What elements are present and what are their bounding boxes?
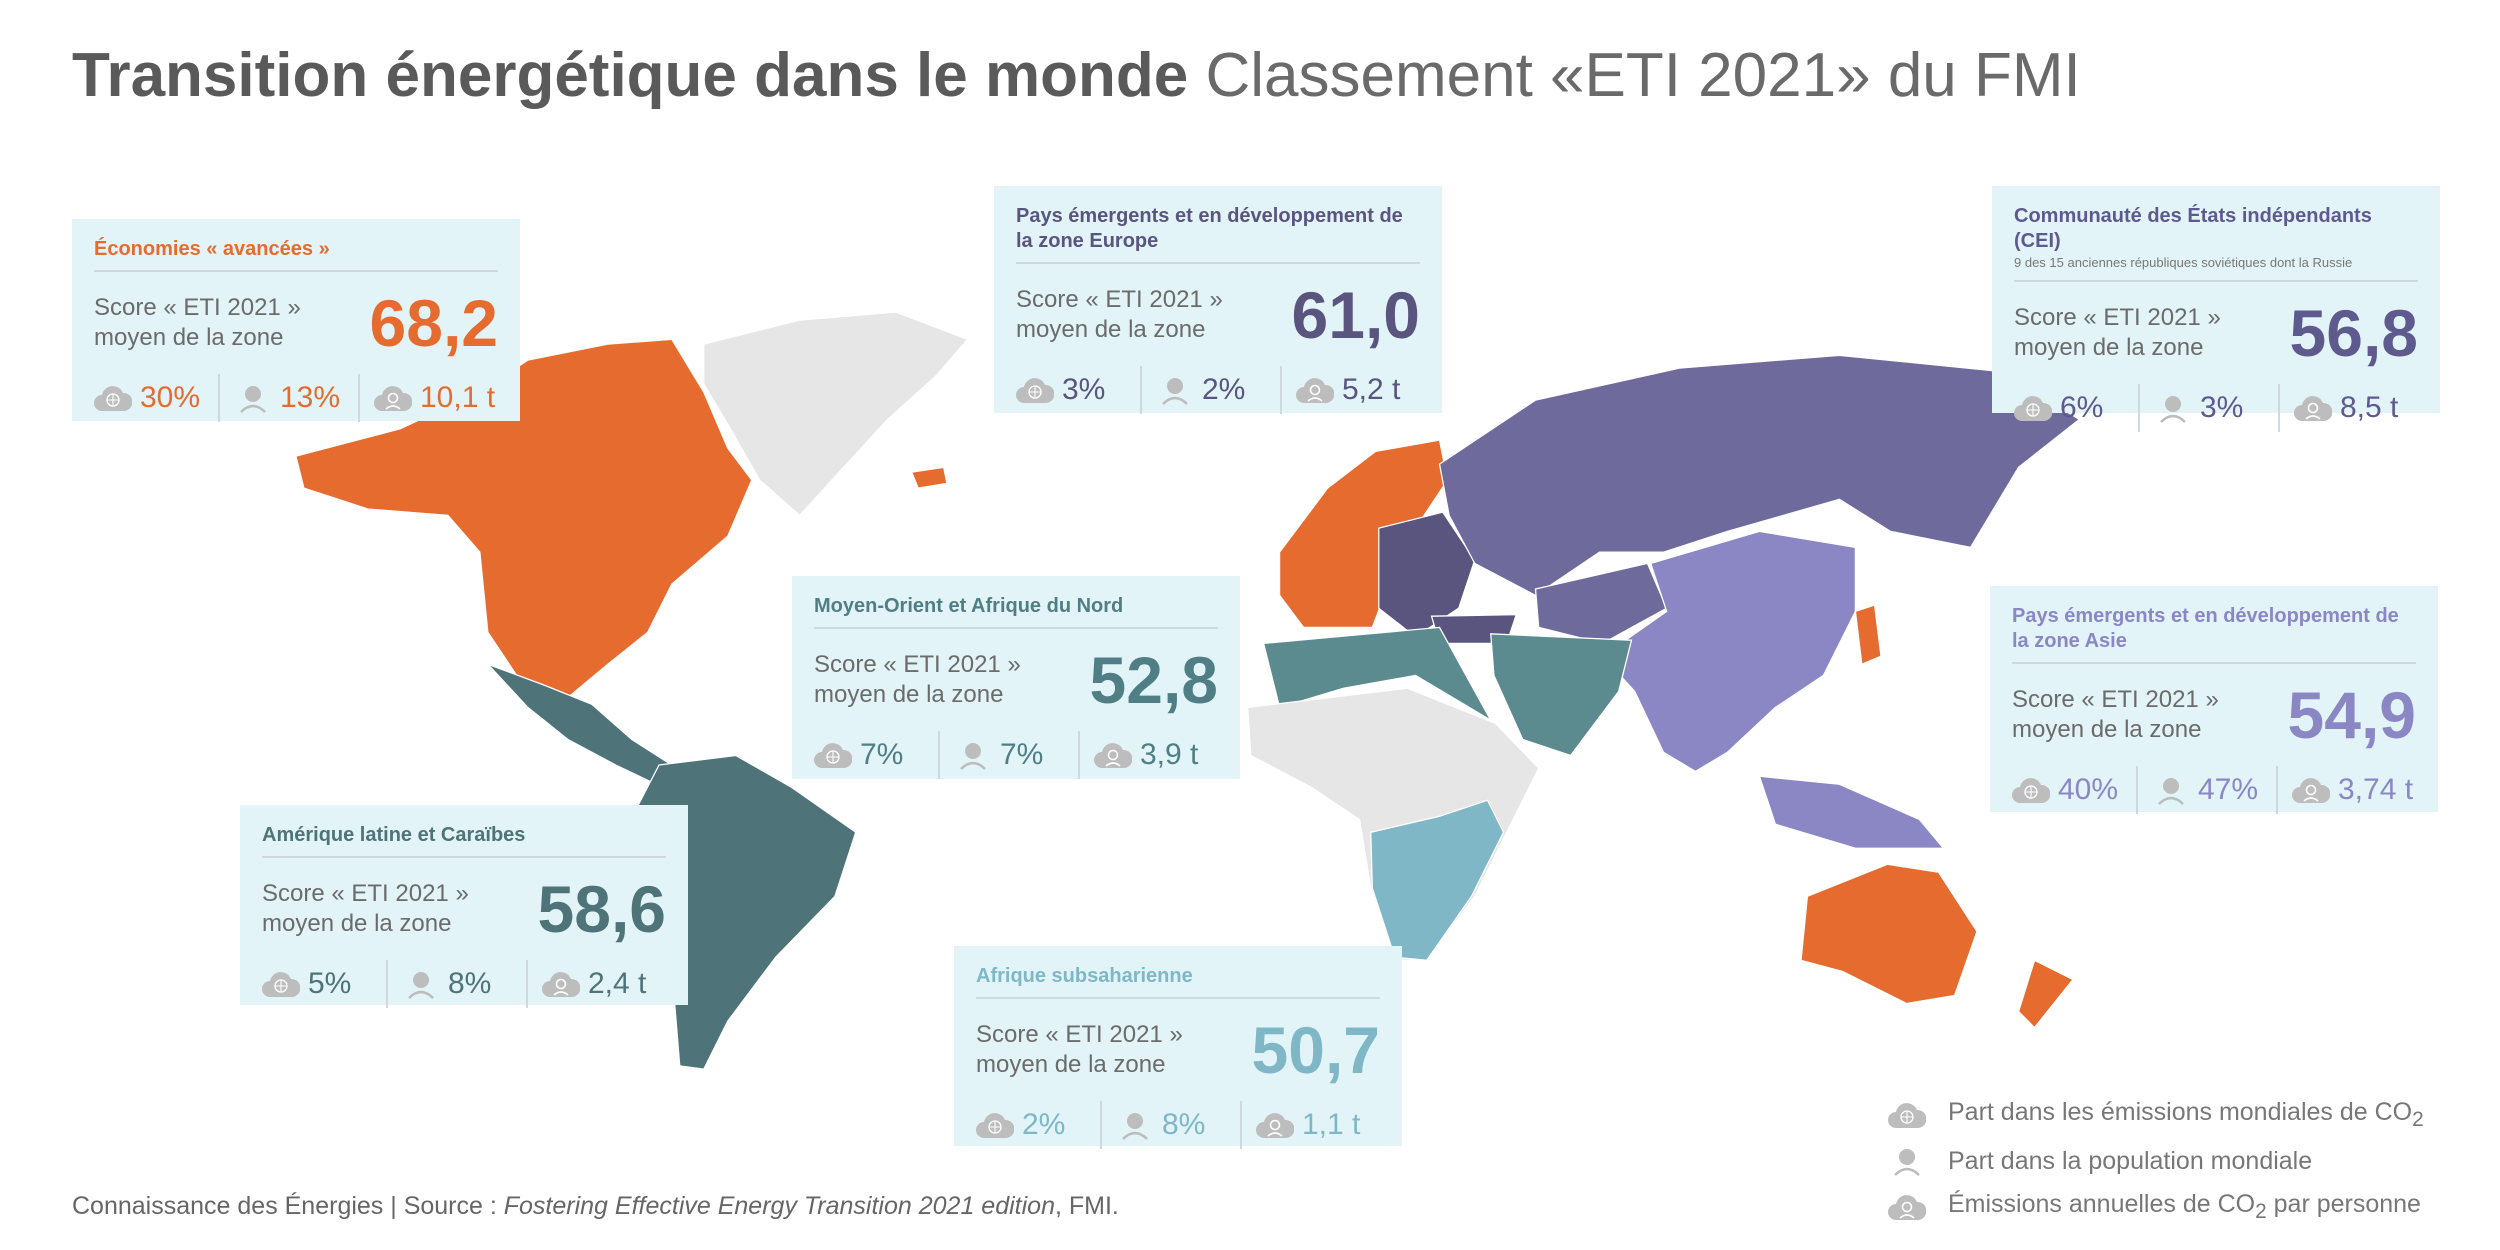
score-label: Score « ETI 2021 » moyen de la zone bbox=[262, 880, 469, 937]
region-se-asia-islands bbox=[1758, 775, 1945, 849]
zone-score: 61,0 bbox=[1291, 278, 1420, 352]
population-share-stat: 3% bbox=[2138, 384, 2278, 432]
population-share-stat: 2% bbox=[1140, 366, 1280, 414]
cloud-person-icon bbox=[1296, 375, 1335, 405]
score-label: Score « ETI 2021 » moyen de la zone bbox=[814, 651, 1021, 708]
region-europe-emerging bbox=[1378, 511, 1476, 638]
co2-per-capita-stat: 3,9 t bbox=[1078, 731, 1218, 779]
cloud-person-icon bbox=[1256, 1110, 1295, 1140]
title-subtitle: Classement «ETI 2021» du FMI bbox=[1205, 41, 2081, 110]
region-central-asia bbox=[1534, 562, 1668, 645]
cloud-globe-icon bbox=[814, 740, 853, 770]
person-icon bbox=[1156, 375, 1194, 405]
cloud-person-icon bbox=[2294, 393, 2333, 423]
co2-per-capita-stat: 1,1 t bbox=[1240, 1101, 1380, 1149]
score-label: Score « ETI 2021 » moyen de la zone bbox=[1016, 286, 1223, 343]
co2-share-stat: 2% bbox=[976, 1101, 1100, 1149]
cloud-globe-icon bbox=[262, 969, 301, 999]
zone-title: Afrique subsaharienne bbox=[976, 964, 1380, 999]
cloud-person-icon bbox=[1094, 740, 1133, 770]
zone-card-ssa: Afrique subsaharienne Score « ETI 2021 »… bbox=[954, 946, 1402, 1149]
person-icon bbox=[1888, 1146, 1926, 1176]
co2-share-stat: 30% bbox=[94, 374, 218, 422]
zone-title: Pays émergents et en développement de la… bbox=[2012, 604, 2416, 664]
cloud-person-icon bbox=[1888, 1192, 1927, 1222]
co2-share-stat: 3% bbox=[1016, 366, 1140, 414]
score-label: Score « ETI 2021 » moyen de la zone bbox=[94, 294, 301, 351]
legend-pop-share: Part dans la population mondiale bbox=[1948, 1146, 2313, 1175]
population-share-stat: 7% bbox=[938, 731, 1078, 779]
legend: Part dans les émissions mondiales de CO2… bbox=[1888, 1092, 2424, 1230]
region-iceland bbox=[910, 466, 948, 489]
score-label: Score « ETI 2021 » moyen de la zone bbox=[2012, 686, 2219, 743]
person-icon bbox=[2154, 393, 2192, 423]
person-icon bbox=[1116, 1110, 1154, 1140]
population-share-stat: 8% bbox=[1100, 1101, 1240, 1149]
region-new-zealand bbox=[2017, 959, 2074, 1029]
zone-score: 50,7 bbox=[1251, 1013, 1380, 1087]
title-bold: Transition énergétique dans le monde bbox=[72, 41, 1189, 110]
co2-per-capita-stat: 5,2 t bbox=[1280, 366, 1420, 414]
person-icon bbox=[954, 740, 992, 770]
zone-card-advanced: Économies « avancées » Score « ETI 2021 … bbox=[72, 219, 520, 422]
zone-title: Amérique latine et Caraïbes bbox=[262, 823, 666, 858]
source-footer: Connaissance des Énergies | Source : Fos… bbox=[72, 1192, 1119, 1220]
score-label: Score « ETI 2021 » moyen de la zone bbox=[2014, 304, 2221, 361]
co2-share-stat: 40% bbox=[2012, 766, 2136, 814]
person-icon bbox=[234, 383, 272, 413]
region-middle-east bbox=[1490, 633, 1633, 757]
region-subsaharan-africa-ranked bbox=[1370, 799, 1505, 961]
page-title: Transition énergétique dans le monde Cla… bbox=[72, 40, 2081, 111]
zone-subtitle: 9 des 15 anciennes républiques soviétiqu… bbox=[2014, 255, 2353, 270]
cloud-globe-icon bbox=[976, 1110, 1015, 1140]
cloud-person-icon bbox=[374, 383, 413, 413]
cloud-person-icon bbox=[542, 969, 581, 999]
co2-share-stat: 6% bbox=[2014, 384, 2138, 432]
cloud-globe-icon bbox=[2014, 393, 2053, 423]
zone-title: Pays émergents et en développement de la… bbox=[1016, 204, 1420, 264]
region-greenland bbox=[703, 311, 969, 517]
cloud-person-icon bbox=[2292, 775, 2331, 805]
legend-co2-per-capita: Émissions annuelles de CO2 par personne bbox=[1948, 1190, 2421, 1223]
cloud-globe-icon bbox=[94, 383, 133, 413]
co2-per-capita-stat: 3,74 t bbox=[2276, 766, 2416, 814]
person-icon bbox=[2152, 775, 2190, 805]
zone-score: 58,6 bbox=[537, 872, 666, 946]
score-label: Score « ETI 2021 » moyen de la zone bbox=[976, 1021, 1183, 1078]
legend-co2-share: Part dans les émissions mondiales de CO2 bbox=[1948, 1098, 2424, 1131]
zone-score: 68,2 bbox=[369, 286, 498, 360]
co2-share-stat: 5% bbox=[262, 960, 386, 1008]
region-cei bbox=[1438, 354, 2081, 597]
population-share-stat: 8% bbox=[386, 960, 526, 1008]
co2-per-capita-stat: 2,4 t bbox=[526, 960, 666, 1008]
co2-per-capita-stat: 10,1 t bbox=[358, 374, 498, 422]
population-share-stat: 13% bbox=[218, 374, 358, 422]
cloud-globe-icon bbox=[1888, 1100, 1927, 1130]
zone-title: Économies « avancées » bbox=[94, 237, 498, 272]
zone-title: Moyen-Orient et Afrique du Nord bbox=[814, 594, 1218, 629]
zone-card-europe: Pays émergents et en développement de la… bbox=[994, 186, 1442, 414]
zone-card-latam: Amérique latine et Caraïbes Score « ETI … bbox=[240, 805, 688, 1008]
zone-score: 56,8 bbox=[2289, 296, 2418, 370]
zone-score: 52,8 bbox=[1089, 643, 1218, 717]
zone-score: 54,9 bbox=[2287, 678, 2416, 752]
person-icon bbox=[402, 969, 440, 999]
co2-share-stat: 7% bbox=[814, 731, 938, 779]
cloud-globe-icon bbox=[1016, 375, 1055, 405]
region-australia bbox=[1800, 863, 1978, 1005]
zone-card-mena: Moyen-Orient et Afrique du Nord Score « … bbox=[792, 576, 1240, 779]
zone-card-asia: Pays émergents et en développement de la… bbox=[1990, 586, 2438, 814]
zone-card-cei: Communauté des États indépendants (CEI) 9… bbox=[1992, 186, 2440, 432]
co2-per-capita-stat: 8,5 t bbox=[2278, 384, 2418, 432]
region-north-america bbox=[295, 338, 753, 706]
cloud-globe-icon bbox=[2012, 775, 2051, 805]
zone-title: Communauté des États indépendants (CEI) 9… bbox=[2014, 204, 2418, 282]
population-share-stat: 47% bbox=[2136, 766, 2276, 814]
region-japan bbox=[1854, 604, 1882, 666]
